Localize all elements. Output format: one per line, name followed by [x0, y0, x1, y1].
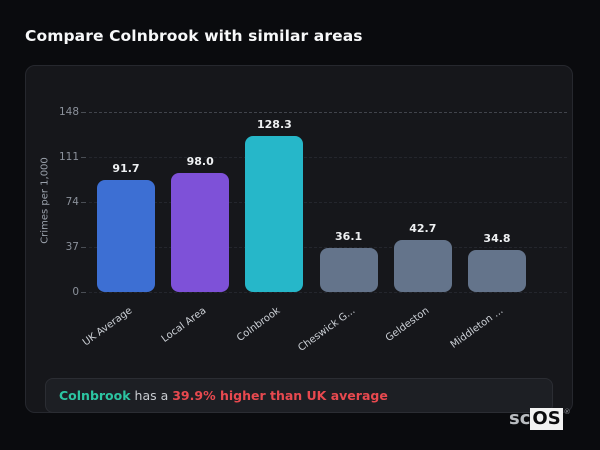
y-tick-mark [81, 157, 86, 158]
grid-line [89, 247, 567, 248]
y-tick-label: 74 [65, 195, 79, 208]
bar-middleton[interactable] [468, 249, 526, 292]
chart-card: Crimes per 1,000 0 37 74 111 148 91.7 UK Avera… [25, 65, 573, 413]
comparison-note: Colnbrook has a 39.9% higher than UK ave… [45, 378, 553, 413]
note-connector-text: has a [130, 388, 173, 403]
scos-logo: sc OS ® [509, 408, 571, 430]
grid-line [89, 292, 567, 293]
grid-line [89, 157, 567, 158]
y-tick-mark [81, 247, 86, 248]
y-tick-mark [81, 112, 86, 113]
bar-value-label: 91.7 [112, 162, 140, 176]
bar-uk-average[interactable] [97, 180, 155, 292]
page-title: Compare Colnbrook with similar areas [25, 27, 363, 45]
bar-value-label: 42.7 [409, 222, 437, 236]
bar-colnbrook[interactable] [245, 135, 304, 292]
y-tick-label: 111 [58, 150, 79, 163]
x-tick-label: Local Area [159, 305, 209, 345]
y-tick-label: 37 [65, 240, 79, 253]
grid-line [89, 112, 567, 113]
y-tick-mark [81, 202, 86, 203]
grid-line [89, 202, 567, 203]
x-tick-label: Geldeston [383, 305, 432, 345]
y-tick-mark [81, 292, 86, 293]
x-tick-label: UK Average [80, 305, 135, 349]
bar-value-label: 128.3 [256, 117, 292, 131]
logo-prefix: sc [509, 408, 531, 429]
note-area-name: Colnbrook [59, 388, 131, 403]
bar-geldeston[interactable] [393, 240, 452, 292]
note-stat-text: 39.9% higher than UK average [172, 388, 388, 403]
registered-mark-icon: ® [563, 408, 571, 416]
bar-value-label: 34.8 [483, 231, 511, 245]
bar-value-label: 36.1 [335, 230, 363, 244]
x-tick-label: Colnbrook [235, 305, 283, 344]
bar-chart: Crimes per 1,000 0 37 74 111 148 91.7 UK Avera… [40, 106, 567, 354]
x-tick-label: Cheswick G... [295, 305, 357, 354]
x-tick-label: Middleton ... [448, 305, 506, 351]
bar-local-area[interactable] [171, 172, 230, 292]
y-tick-label: 0 [72, 285, 79, 298]
logo-suffix: OS [530, 408, 563, 430]
bar-cheswick-g[interactable] [319, 248, 378, 292]
y-tick-label: 148 [58, 105, 79, 118]
bar-value-label: 98.0 [186, 154, 214, 168]
